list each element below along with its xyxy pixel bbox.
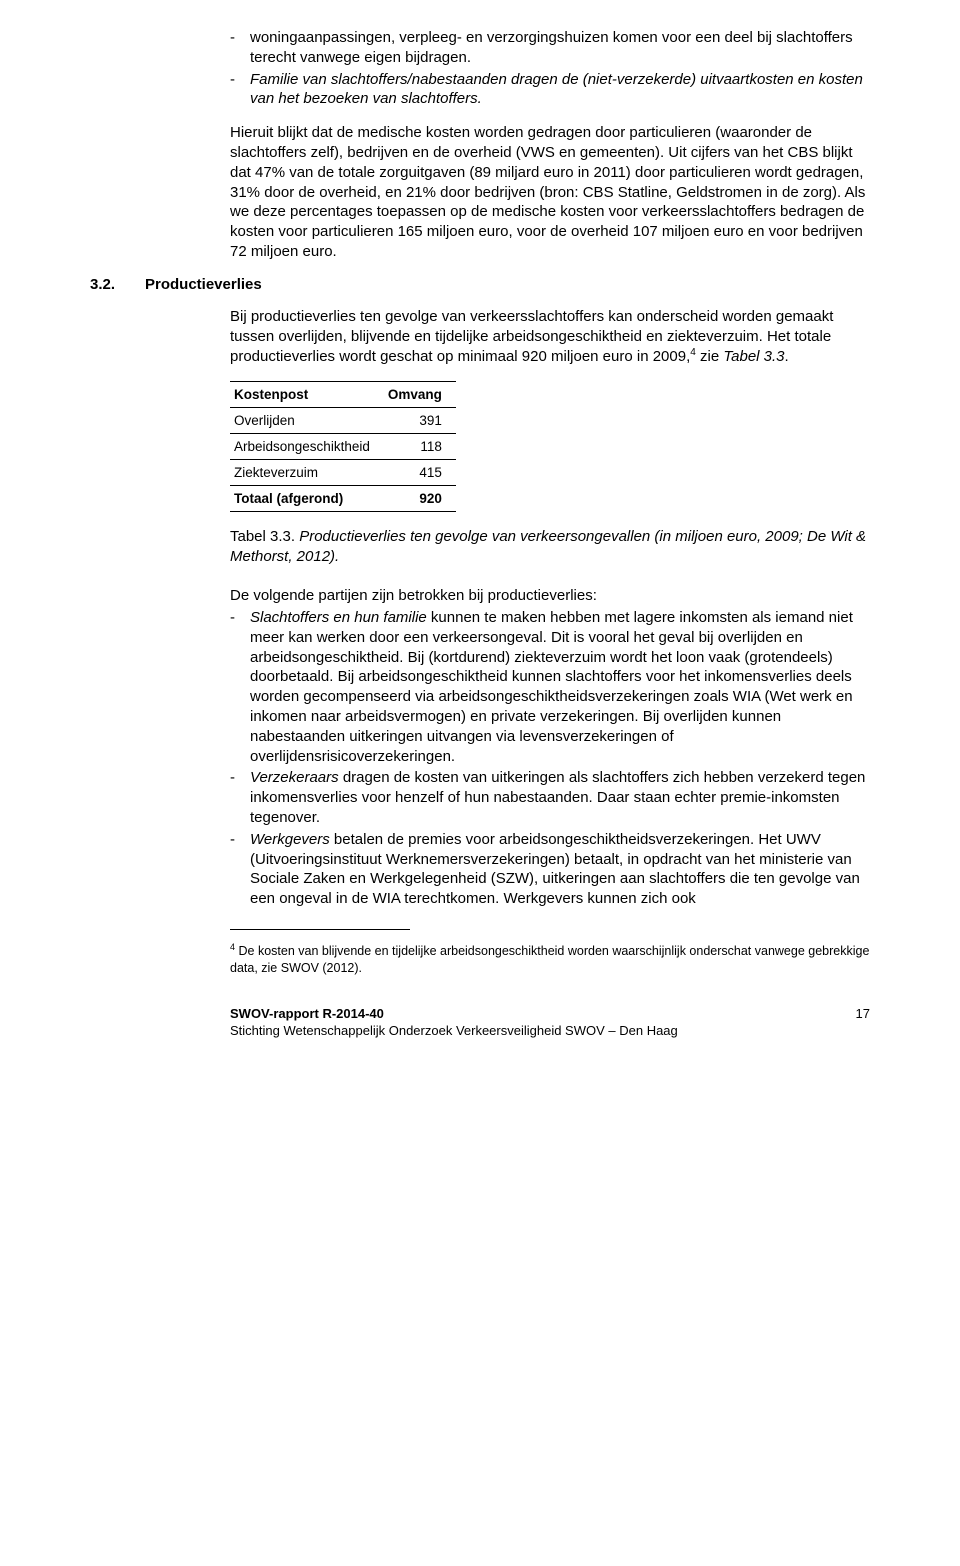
table-row: Arbeidsongeschiktheid 118	[230, 434, 456, 460]
text: .	[785, 348, 789, 365]
list-item: Werkgevers betalen de premies voor arbei…	[230, 830, 870, 909]
list-em: Slachtoffers en hun familie	[250, 609, 427, 626]
bullet-list-top: woningaanpassingen, verpleeg- en verzorg…	[230, 28, 870, 109]
table-caption: Tabel 3.3. Productieverlies ten gevolge …	[230, 527, 870, 566]
caption-text: Productieverlies ten gevolge van verkeer…	[230, 528, 866, 565]
table-head-row: Kostenpost Omvang	[230, 382, 456, 408]
table-row: Overlijden 391	[230, 408, 456, 434]
paragraph: De volgende partijen zijn betrokken bij …	[230, 586, 870, 606]
section-title: Productieverlies	[145, 276, 262, 293]
cell-value: 415	[384, 460, 456, 486]
cell-value: 920	[384, 486, 456, 512]
page-number: 17	[856, 1006, 870, 1040]
cell-label: Overlijden	[230, 408, 384, 434]
col-header: Kostenpost	[230, 382, 384, 408]
caption-label: Tabel 3.3.	[230, 528, 295, 545]
page: woningaanpassingen, verpleeg- en verzorg…	[0, 0, 960, 1090]
paragraph: Bij productieverlies ten gevolge van ver…	[230, 307, 870, 367]
list-text-em: Familie van slachtoffers/nabestaanden dr…	[250, 71, 863, 108]
paragraph: Hieruit blijkt dat de medische kosten wo…	[230, 123, 870, 262]
footnote: 4 De kosten van blijvende en tijdelijke …	[230, 942, 870, 976]
data-table: Kostenpost Omvang Overlijden 391 Arbeids…	[230, 381, 456, 512]
list-item: Familie van slachtoffers/nabestaanden dr…	[230, 70, 870, 110]
org-line: Stichting Wetenschappelijk Onderzoek Ver…	[230, 1023, 678, 1040]
bullet-list-parties: Slachtoffers en hun familie kunnen te ma…	[230, 608, 870, 909]
list-item: Verzekeraars dragen de kosten van uitker…	[230, 768, 870, 827]
list-text: kunnen te maken hebben met lagere inkoms…	[250, 609, 853, 765]
cell-label: Totaal (afgerond)	[230, 486, 384, 512]
col-header: Omvang	[384, 382, 456, 408]
list-text: woningaanpassingen, verpleeg- en verzorg…	[250, 29, 853, 66]
cell-value: 391	[384, 408, 456, 434]
text: zie	[696, 348, 724, 365]
list-text: dragen de kosten van uitkeringen als sla…	[250, 769, 865, 826]
list-em: Werkgevers	[250, 831, 330, 848]
cell-value: 118	[384, 434, 456, 460]
report-code: SWOV-rapport R-2014-40	[230, 1006, 678, 1023]
section-number: 3.2.	[90, 276, 145, 293]
footer-left: SWOV-rapport R-2014-40 Stichting Wetensc…	[230, 1006, 678, 1040]
intro-block: woningaanpassingen, verpleeg- en verzorg…	[230, 28, 870, 262]
table-row: Ziekteverzuim 415	[230, 460, 456, 486]
table-ref: Tabel 3.3	[723, 348, 784, 365]
footnote-separator	[230, 929, 410, 930]
list-em: Verzekeraars	[250, 769, 339, 786]
list-item: woningaanpassingen, verpleeg- en verzorg…	[230, 28, 870, 68]
cell-label: Arbeidsongeschiktheid	[230, 434, 384, 460]
cell-label: Ziekteverzuim	[230, 460, 384, 486]
section-body: Bij productieverlies ten gevolge van ver…	[230, 307, 870, 1040]
table-total-row: Totaal (afgerond) 920	[230, 486, 456, 512]
list-item: Slachtoffers en hun familie kunnen te ma…	[230, 608, 870, 766]
page-footer: SWOV-rapport R-2014-40 Stichting Wetensc…	[230, 1006, 870, 1040]
list-text: betalen de premies voor arbeidsongeschik…	[250, 831, 860, 907]
section-heading: 3.2. Productieverlies	[90, 276, 870, 293]
footnote-text: De kosten van blijvende en tijdelijke ar…	[230, 945, 869, 975]
